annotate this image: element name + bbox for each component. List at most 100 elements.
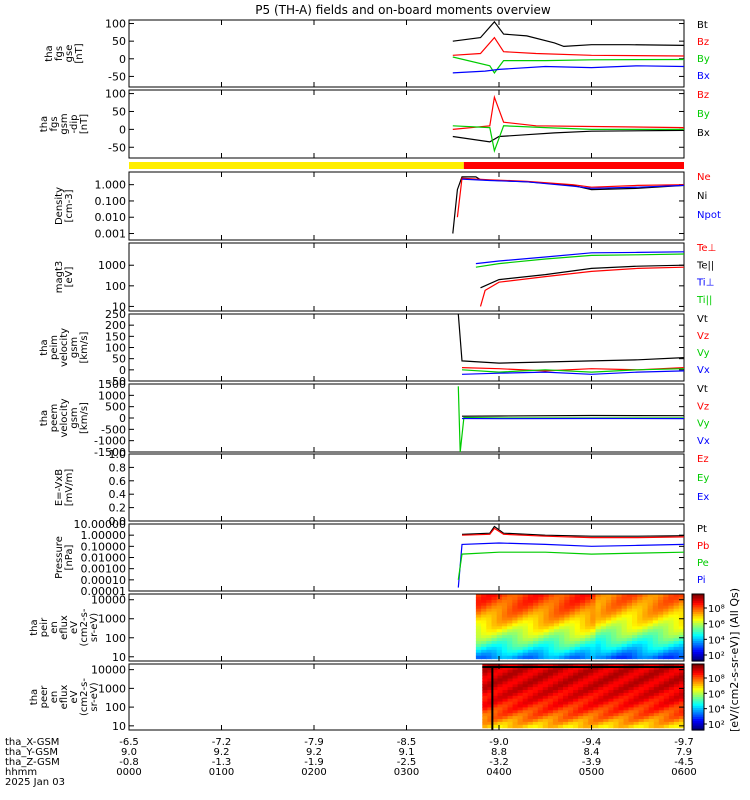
spectro-cell: [642, 641, 649, 645]
spectro-cell: [522, 695, 529, 700]
spectro-cell: [642, 649, 649, 654]
spectro-cell: [501, 646, 508, 651]
y-tick-label: 50: [112, 35, 126, 48]
spectro-cell: [613, 707, 619, 711]
spectro-cell: [527, 605, 534, 610]
spectro-cell: [522, 716, 529, 720]
spectro-cell: [611, 626, 617, 630]
spectro-cell: [623, 692, 630, 697]
spectro-cell: [559, 635, 565, 639]
spectro-cell: [643, 672, 650, 677]
spectro-cell: [618, 716, 625, 720]
spectro-cell: [590, 596, 597, 601]
spectro-cell: [548, 649, 555, 654]
spectro-cell: [574, 655, 581, 660]
spectro-cell: [652, 614, 659, 619]
spectro-cell: [616, 629, 623, 633]
spectro-cell: [632, 646, 638, 651]
spectro-cell: [538, 620, 545, 624]
spectro-cell: [527, 652, 534, 657]
spectro-cell: [574, 649, 581, 654]
spectro-cell: [502, 672, 509, 677]
spectro-cell: [522, 646, 529, 651]
spectro-cell: [673, 602, 680, 607]
spectro-cell: [502, 678, 509, 682]
colorbar-cell: [692, 699, 704, 702]
spectro-cell: [606, 632, 612, 636]
colorbar-tick-label: 10²: [708, 651, 725, 662]
spectro-cell: [668, 649, 675, 654]
colorbar-cell: [692, 629, 704, 633]
spectro-cell: [663, 710, 670, 714]
spectro-cell: [638, 669, 645, 674]
spectro-cell: [475, 620, 482, 624]
spectro-cell: [569, 602, 576, 607]
spectro-cell: [633, 707, 640, 711]
spectro-cell: [568, 695, 574, 700]
spectro-cell: [569, 638, 576, 642]
spectro-cell: [633, 681, 640, 685]
spectro-cell: [533, 620, 539, 624]
spectro-cell: [598, 672, 604, 677]
spectro-cell: [637, 649, 643, 654]
spectro-cell: [618, 707, 625, 711]
spectro-cell: [673, 716, 680, 720]
spectro-cell: [652, 594, 659, 598]
spectro-cell: [542, 698, 549, 703]
spectro-cell: [574, 611, 581, 616]
spectro-cell: [595, 643, 602, 648]
spectro-cell: [648, 678, 655, 682]
colorbar-cell: [692, 668, 704, 672]
spectro-cell: [663, 687, 670, 691]
y-tick-label: 50: [112, 353, 126, 366]
spectro-cell: [603, 724, 609, 729]
spectro-cell: [679, 704, 685, 708]
spectro-cell: [668, 724, 675, 729]
spectro-cell: [491, 602, 498, 607]
spectro-cell: [613, 675, 619, 680]
spectro-cell: [481, 614, 487, 619]
spectro-cell: [533, 605, 539, 610]
spectro-cell: [658, 620, 664, 624]
spectro-cell: [517, 724, 524, 729]
spectro-cell: [628, 701, 635, 706]
spectro-cell: [611, 605, 617, 610]
spectro-cell: [658, 626, 664, 630]
y-axis-label: velocity: [59, 398, 70, 437]
spectro-cell: [491, 629, 498, 633]
spectro-cell: [487, 669, 493, 674]
spectro-cell: [637, 629, 643, 633]
spectro-cell: [568, 684, 574, 688]
spectro-cell: [491, 605, 498, 610]
panel-frame: [128, 313, 685, 382]
spectro-cell: [608, 669, 614, 674]
spectro-cell: [588, 695, 594, 700]
spectro-cell: [606, 638, 612, 642]
spectro-cell: [598, 666, 604, 671]
spectro-cell: [668, 620, 675, 624]
spectro-cell: [583, 666, 589, 671]
spectro-cell: [547, 681, 554, 685]
legend-entry: By: [697, 109, 710, 120]
legend-entry: Ne: [697, 172, 711, 183]
spectro-cell: [593, 713, 599, 717]
spectro-cell: [623, 669, 630, 674]
y-tick-label: 0.0: [109, 515, 127, 528]
spectro-cell: [507, 599, 513, 604]
spectro-cell: [621, 652, 628, 657]
spectro-cell: [537, 672, 544, 677]
spectro-cell: [522, 620, 529, 624]
spectro-cell: [501, 620, 508, 624]
spectro-cell: [552, 721, 559, 726]
spectro-cell: [574, 596, 581, 601]
spectro-cell: [527, 672, 534, 677]
spectro-cell: [482, 724, 488, 729]
spectro-cell: [558, 695, 564, 700]
spectro-cell: [537, 681, 544, 685]
spectro-cell: [532, 672, 539, 677]
spectro-cell: [507, 692, 514, 697]
spectro-cell: [628, 704, 635, 708]
spectro-cell: [647, 641, 654, 645]
spectro-cell: [537, 724, 544, 729]
colorbar-cell: [692, 616, 704, 620]
